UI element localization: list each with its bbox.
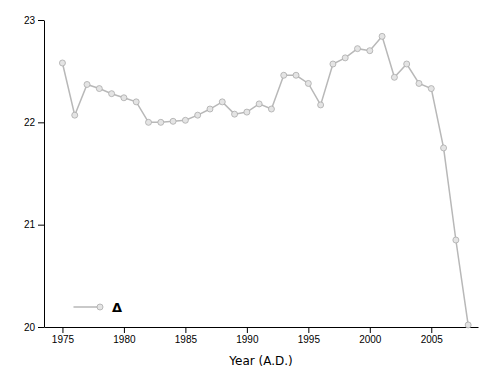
y-axis-line (44, 21, 45, 328)
legend: Δ (74, 300, 122, 315)
x-tick-mark (185, 327, 186, 333)
x-tick: 2005 (421, 327, 444, 345)
point (72, 112, 78, 118)
x-tick-mark (124, 327, 125, 333)
point (342, 55, 348, 61)
y-tick: 20 (24, 322, 44, 333)
point (182, 117, 188, 123)
plot: 1975 1980 1985 1990 1995 2000 2005 20 21 22 23 Δ (24, 15, 479, 345)
point (256, 101, 262, 107)
x-tick-label: 1995 (298, 334, 321, 345)
x-tick: 2000 (359, 327, 382, 345)
point (109, 91, 115, 97)
y-tick-mark (38, 20, 44, 21)
point (404, 61, 410, 67)
point (293, 72, 299, 78)
point (195, 112, 201, 118)
y-tick-label: 21 (24, 219, 36, 230)
point (121, 95, 127, 101)
point (232, 111, 238, 117)
x-tick-label: 1980 (113, 334, 136, 345)
chart: 1975 1980 1985 1990 1995 2000 2005 20 21 22 23 Δ Yea… (0, 0, 500, 375)
x-tick-mark (62, 327, 63, 333)
x-tick-label: 1985 (175, 334, 198, 345)
x-axis-title: Year (A.D.) (228, 354, 292, 368)
x-tick-mark (247, 327, 248, 333)
x-tick: 1990 (236, 327, 259, 345)
point (367, 48, 373, 54)
point (416, 80, 422, 86)
y-tick-mark (38, 122, 44, 123)
y-tick: 21 (24, 219, 44, 230)
legend-swatch (74, 306, 100, 308)
point (59, 60, 65, 66)
x-tick-label: 1990 (236, 334, 259, 345)
x-axis: 1975 1980 1985 1990 1995 2000 2005 (45, 327, 479, 345)
x-tick: 1975 (52, 327, 75, 345)
x-tick-label: 2005 (421, 334, 444, 345)
point (170, 118, 176, 124)
line (62, 36, 468, 325)
legend-item: Δ (74, 300, 122, 315)
x-tick: 1985 (175, 327, 198, 345)
point (133, 99, 139, 105)
point (96, 86, 102, 92)
point (330, 61, 336, 67)
y-tick-label: 20 (24, 322, 36, 333)
y-axis: 20 21 22 23 (24, 15, 45, 333)
point (207, 106, 213, 112)
x-tick: 1980 (113, 327, 136, 345)
x-tick-mark (370, 327, 371, 333)
legend-label: Δ (112, 300, 122, 315)
point (268, 106, 274, 112)
point (465, 322, 471, 328)
marks (59, 33, 471, 328)
point (281, 72, 287, 78)
point (391, 74, 397, 80)
y-tick-mark (38, 225, 44, 226)
x-tick-label: 1975 (52, 334, 75, 345)
y-tick: 22 (24, 117, 44, 128)
y-tick-mark (38, 327, 44, 328)
x-tick: 1995 (298, 327, 321, 345)
x-tick-mark (431, 327, 432, 333)
point (305, 80, 311, 86)
y-tick-label: 23 (24, 15, 36, 26)
y-tick: 23 (24, 15, 44, 26)
legend-marker (97, 304, 103, 310)
point (146, 119, 152, 125)
y-tick-label: 22 (24, 117, 36, 128)
x-tick-mark (308, 327, 309, 333)
point (453, 237, 459, 243)
point (219, 99, 225, 105)
point (318, 102, 324, 108)
point (355, 46, 361, 52)
x-tick-label: 2000 (359, 334, 382, 345)
x-axis-line (45, 327, 479, 328)
point (158, 119, 164, 125)
point (244, 109, 250, 115)
point (379, 33, 385, 39)
point (441, 145, 447, 151)
point (428, 86, 434, 92)
point (84, 81, 90, 87)
